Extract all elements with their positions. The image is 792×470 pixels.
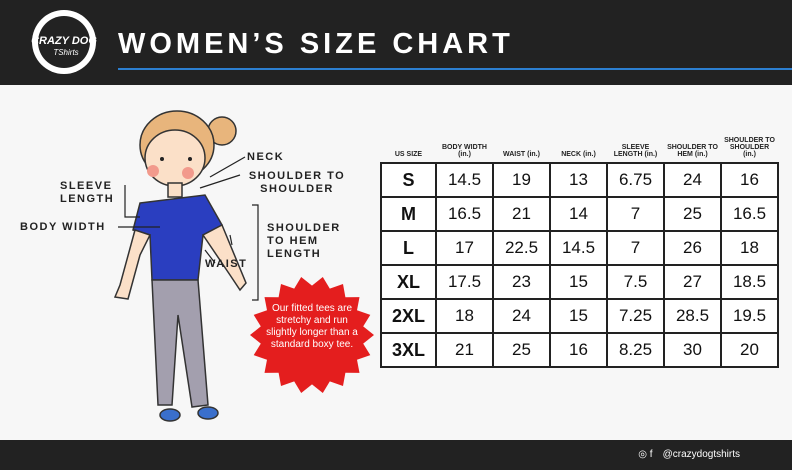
- cell: 18: [720, 230, 779, 266]
- cell: 17: [435, 230, 494, 266]
- cell: 26: [663, 230, 722, 266]
- cell: 18.5: [720, 264, 779, 300]
- row: 3XL 21 25 16 8.25 30 20: [380, 332, 779, 368]
- cell: 18: [435, 298, 494, 334]
- label-waist: WAIST: [205, 258, 248, 270]
- size-cell: S: [380, 162, 437, 198]
- column-header: BODY WIDTH (in.): [442, 144, 487, 158]
- handle: @crazydogtshirts: [662, 449, 740, 460]
- title: WOMEN’S SIZE CHART: [118, 28, 514, 60]
- cell: 21: [435, 332, 494, 368]
- cell: 15: [549, 264, 608, 300]
- callout: Our fitted tees are stretchy and run sli…: [266, 303, 358, 350]
- header-bar: [0, 0, 792, 85]
- cell: 25: [663, 196, 722, 232]
- size-cell: XL: [380, 264, 437, 300]
- cell: 14.5: [549, 230, 608, 266]
- footer-bar: [0, 440, 792, 470]
- cell: 7.5: [606, 264, 665, 300]
- cell: 22.5: [492, 230, 551, 266]
- cell: 6.75: [606, 162, 665, 198]
- row: S 14.5 19 13 6.75 24 16: [380, 162, 779, 198]
- cell: 19.5: [720, 298, 779, 334]
- cell: 16.5: [435, 196, 494, 232]
- cell: 16.5: [720, 196, 779, 232]
- size-cell: L: [380, 230, 437, 266]
- logo-brand: CRAZY DOG: [31, 35, 97, 47]
- cell: 19: [492, 162, 551, 198]
- row: M 16.5 21 14 7 25 16.5: [380, 196, 779, 232]
- column-header: SHOULDER TO HEM (in.): [667, 144, 718, 158]
- column-header: NECK (in.): [561, 151, 596, 158]
- header-row: US SIZE BODY WIDTH (in.) WAIST (in.) NECK (…: [381, 122, 778, 163]
- cell: 16: [549, 332, 608, 368]
- rule: [118, 68, 792, 70]
- label-hem: SHOULDER TO HEM LENGTH: [267, 222, 341, 260]
- column-header: SLEEVE LENGTH (in.): [613, 144, 658, 158]
- cell: 14: [549, 196, 608, 232]
- cell: 30: [663, 332, 722, 368]
- cell: 25: [492, 332, 551, 368]
- label-body-width: BODY WIDTH: [20, 221, 106, 233]
- logo-sub: TShirts: [53, 48, 78, 57]
- cell: 24: [663, 162, 722, 198]
- cell: 8.25: [606, 332, 665, 368]
- label-sleeve: SLEEVE LENGTH: [60, 180, 115, 205]
- label-shoulder: SHOULDER TO SHOULDER: [248, 170, 346, 195]
- row: L 17 22.5 14.5 7 26 18: [380, 230, 779, 266]
- logo: CRAZY DOG TShirts: [31, 10, 97, 74]
- column-header: SHOULDER TO SHOULDER (in.): [724, 137, 775, 158]
- social-handle: ◎ f @crazydogtshirts: [638, 449, 740, 460]
- social-icons: ◎ f: [638, 449, 653, 460]
- size-table: US SIZE BODY WIDTH (in.) WAIST (in.) NECK (…: [380, 122, 779, 368]
- cell: 15: [549, 298, 608, 334]
- cell: 20: [720, 332, 779, 368]
- label-neck: NECK: [247, 151, 285, 163]
- cell: 7: [606, 196, 665, 232]
- cell: 16: [720, 162, 779, 198]
- cell: 23: [492, 264, 551, 300]
- row: 2XL 18 24 15 7.25 28.5 19.5: [380, 298, 779, 334]
- size-cell: 3XL: [380, 332, 437, 368]
- cell: 27: [663, 264, 722, 300]
- cell: 21: [492, 196, 551, 232]
- size-cell: 2XL: [380, 298, 437, 334]
- cell: 14.5: [435, 162, 494, 198]
- cell: 7.25: [606, 298, 665, 334]
- cell: 17.5: [435, 264, 494, 300]
- cell: 28.5: [663, 298, 722, 334]
- cell: 7: [606, 230, 665, 266]
- figure: [113, 110, 374, 422]
- row: XL 17.5 23 15 7.5 27 18.5: [380, 264, 779, 300]
- cell: 24: [492, 298, 551, 334]
- column-header: US SIZE: [394, 151, 423, 158]
- size-cell: M: [380, 196, 437, 232]
- column-header: WAIST (in.): [503, 151, 540, 158]
- cell: 13: [549, 162, 608, 198]
